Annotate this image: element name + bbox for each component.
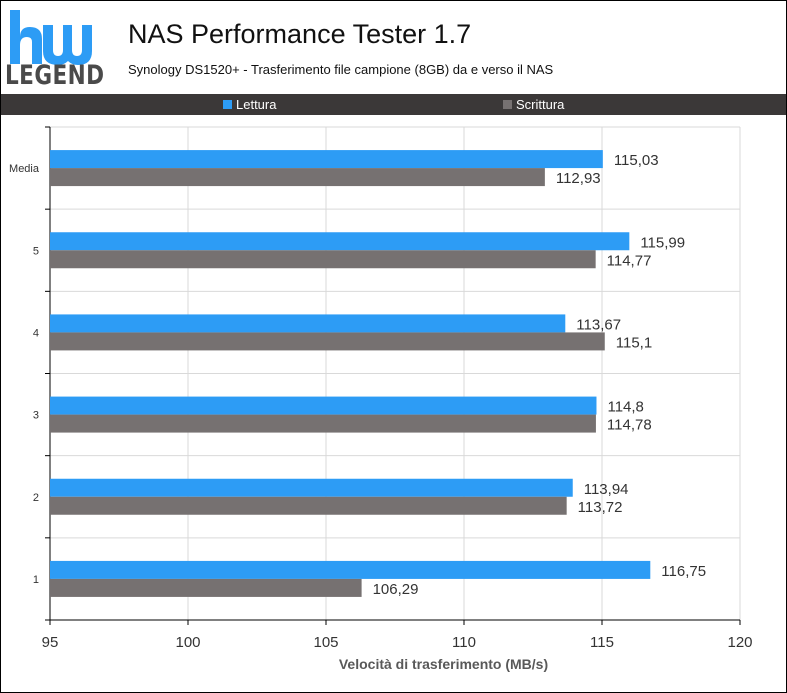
legend-swatch-scrittura: [503, 100, 512, 109]
value-label-lettura: 113,94: [584, 481, 629, 498]
category-label: 2: [33, 492, 39, 504]
bar-scrittura: [50, 168, 545, 187]
x-tick-label: 120: [727, 634, 752, 651]
logo-wordmark: LEGEND: [5, 60, 105, 91]
category-label: 1: [33, 574, 39, 586]
value-label-scrittura: 112,93: [556, 170, 601, 187]
legend-item-scrittura: Scrittura: [503, 97, 564, 112]
legend-swatch-lettura: [223, 100, 232, 109]
bar-scrittura: [50, 250, 596, 269]
value-label-lettura: 116,75: [661, 563, 706, 580]
bar-lettura: [50, 150, 603, 169]
value-label-lettura: 115,99: [640, 234, 685, 251]
value-label-scrittura: 114,78: [607, 417, 652, 434]
value-label-lettura: 114,8: [607, 399, 643, 416]
bar-lettura: [50, 314, 566, 333]
x-tick-label: 105: [313, 634, 338, 651]
bar-scrittura: [50, 414, 596, 433]
value-label-scrittura: 115,1: [616, 334, 652, 351]
value-label-lettura: 115,03: [614, 152, 659, 169]
category-label: 5: [33, 245, 39, 257]
x-tick-label: 95: [42, 634, 59, 651]
legend-label-lettura: Lettura: [236, 97, 277, 112]
category-label: 4: [33, 327, 39, 339]
bar-lettura: [50, 396, 597, 415]
legend: Lettura Scrittura: [1, 94, 786, 115]
bar-scrittura: [50, 496, 567, 515]
x-tick-label: 100: [175, 634, 200, 651]
category-label: Media: [9, 163, 40, 175]
x-axis-title: Velocità di trasferimento (MB/s): [338, 656, 549, 672]
bar-lettura: [50, 560, 651, 579]
chart-subtitle: Synology DS1520+ - Trasferimento file ca…: [128, 62, 554, 77]
bar-scrittura: [50, 332, 605, 351]
hw-legend-logo: [10, 10, 92, 65]
value-label-scrittura: 114,77: [607, 252, 652, 269]
bar-scrittura: [50, 578, 362, 597]
bar-lettura: [50, 478, 573, 497]
x-tick-label: 110: [452, 634, 476, 651]
value-label-scrittura: 113,72: [578, 499, 623, 516]
x-tick-label: 115: [590, 634, 614, 651]
category-label: 3: [33, 410, 39, 422]
value-label-scrittura: 106,29: [373, 581, 419, 598]
legend-label-scrittura: Scrittura: [516, 97, 565, 112]
legend-item-lettura: Lettura: [223, 97, 276, 112]
bar-lettura: [50, 232, 630, 251]
value-label-lettura: 113,67: [576, 316, 621, 333]
chart-title: NAS Performance Tester 1.7: [128, 19, 472, 49]
